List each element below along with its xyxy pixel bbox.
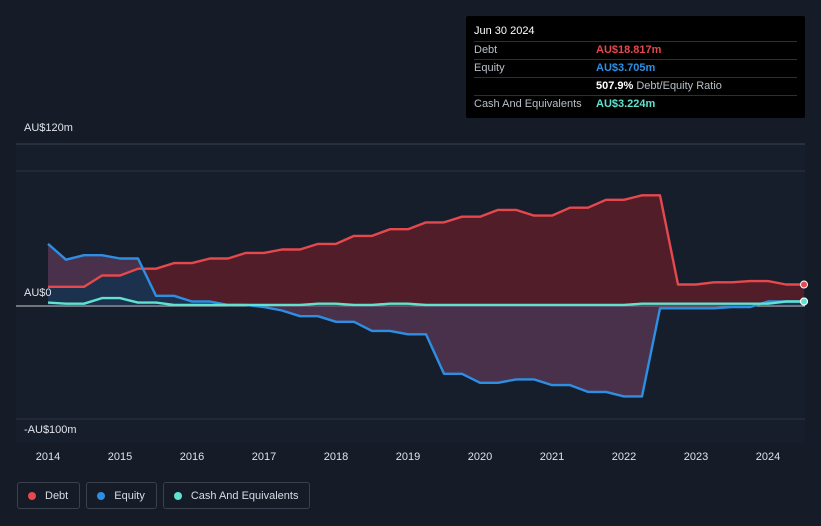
legend-item-debt[interactable]: Debt bbox=[17, 482, 81, 509]
tooltip-row-cash: Cash And Equivalents AU$3.224m bbox=[474, 95, 797, 113]
tooltip-row-debt: Debt AU$18.817m bbox=[474, 41, 797, 59]
x-tick-label: 2017 bbox=[252, 451, 276, 463]
cash-line bbox=[47, 296, 804, 307]
tooltip-value: AU$3.224m bbox=[596, 98, 656, 110]
tooltip-ratio-label: Debt/Equity Ratio bbox=[636, 80, 722, 92]
x-tick-label: 2020 bbox=[468, 451, 492, 463]
tooltip-value: AU$3.705m bbox=[596, 62, 656, 74]
tooltip-row-ratio: 507.9% Debt/Equity Ratio bbox=[474, 77, 797, 95]
x-tick-label: 2024 bbox=[756, 451, 780, 463]
y-tick-label: AU$0 bbox=[24, 287, 52, 299]
tooltip-label: Debt bbox=[474, 44, 498, 56]
tooltip-label: Equity bbox=[474, 62, 505, 74]
legend-item-equity[interactable]: Equity bbox=[86, 482, 157, 509]
x-tick-label: 2023 bbox=[684, 451, 708, 463]
y-axis-labels: AU$120m AU$0 -AU$100m bbox=[24, 122, 77, 436]
tooltip-value: 507.9% bbox=[596, 80, 634, 92]
y-tick-label: -AU$100m bbox=[24, 424, 77, 436]
x-tick-label: 2021 bbox=[540, 451, 564, 463]
x-tick-label: 2018 bbox=[324, 451, 348, 463]
legend-dot-icon bbox=[28, 491, 36, 500]
tooltip-panel: Jun 30 2024 Debt AU$18.817m Equity AU$3.… bbox=[466, 16, 805, 118]
chart-legend: Debt Equity Cash And Equivalents bbox=[17, 482, 311, 509]
cash-end-marker bbox=[800, 297, 808, 306]
legend-label: Debt bbox=[45, 489, 69, 502]
debt-end-marker bbox=[800, 280, 808, 289]
legend-dot-icon bbox=[97, 491, 106, 500]
x-tick-label: 2015 bbox=[108, 451, 132, 463]
end-markers bbox=[800, 280, 808, 306]
tooltip-date: Jun 30 2024 bbox=[474, 25, 535, 37]
x-tick-label: 2019 bbox=[396, 451, 420, 463]
tooltip-label bbox=[474, 78, 596, 95]
tooltip-row-equity: Equity AU$3.705m bbox=[474, 59, 797, 77]
tooltip-label: Cash And Equivalents bbox=[474, 98, 582, 110]
legend-label: Equity bbox=[114, 489, 145, 502]
x-tick-label: 2016 bbox=[180, 451, 204, 463]
equity-area bbox=[48, 243, 804, 397]
debt-equity-band-area bbox=[48, 195, 804, 397]
legend-label: Cash And Equivalents bbox=[190, 489, 299, 502]
x-tick-label: 2014 bbox=[36, 451, 60, 463]
tooltip-value: AU$18.817m bbox=[596, 44, 662, 56]
series-areas bbox=[48, 195, 804, 397]
x-axis-labels: 2014 2015 2016 2017 2018 2019 2020 2021 2022 2023… bbox=[36, 451, 780, 463]
x-tick-label: 2022 bbox=[612, 451, 636, 463]
legend-item-cash[interactable]: Cash And Equivalents bbox=[162, 482, 311, 509]
equity-line bbox=[47, 242, 804, 398]
legend-dot-icon bbox=[173, 491, 182, 500]
series-lines bbox=[47, 194, 804, 398]
y-tick-label: AU$120m bbox=[24, 122, 73, 134]
debt-line bbox=[48, 194, 804, 288]
